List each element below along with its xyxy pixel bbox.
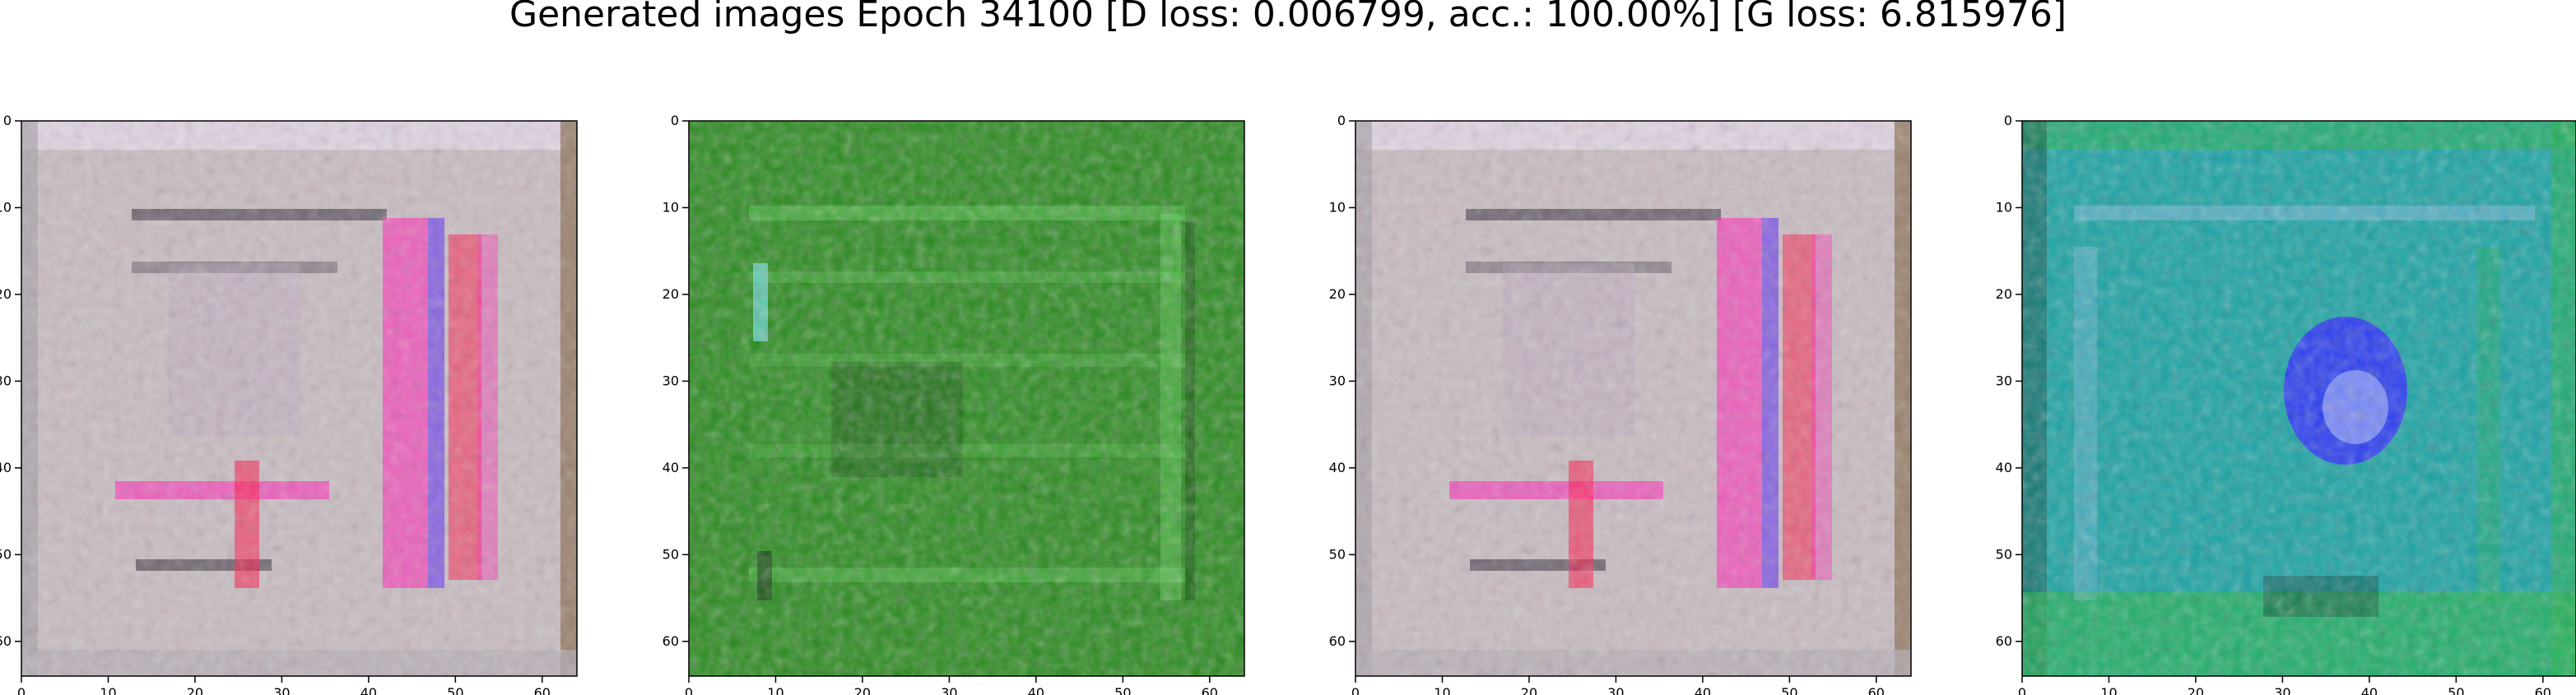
y-tick-label: 20: [0, 286, 12, 302]
y-tick-label: 0: [671, 113, 679, 128]
x-tick-label: 0: [17, 685, 26, 695]
y-tick-label: 50: [0, 546, 12, 562]
y-ticks: 0 10 20 30 40 50 60: [1329, 113, 1355, 649]
generated-image-panel-1: 0 10 20 30 40 50 60 0 10 20 30 40 50 60: [0, 113, 578, 695]
y-tick-label: 0: [3, 113, 12, 128]
x-tick-label: 0: [685, 685, 693, 695]
x-tick-label: 60: [1202, 685, 1218, 695]
x-tick-label: 40: [1028, 685, 1044, 695]
x-tick-label: 0: [1351, 685, 1360, 695]
x-tick-label: 10: [2100, 685, 2117, 695]
x-tick-label: 10: [767, 685, 783, 695]
y-tick-label: 40: [0, 460, 12, 475]
axes-frame: [21, 120, 578, 677]
x-ticks: 0 10 20 30 40 50 60: [17, 676, 551, 695]
x-tick-label: 50: [1114, 685, 1131, 695]
y-tick-label: 30: [1996, 373, 2012, 388]
y-tick-label: 60: [0, 633, 12, 649]
y-ticks: 0 10 20 30 40 50 60: [0, 113, 21, 649]
y-ticks: 0 10 20 30 40 50 60: [663, 113, 689, 649]
y-tick-label: 40: [663, 460, 679, 475]
y-ticks: 0 10 20 30 40 50 60: [1996, 113, 2022, 649]
y-tick-label: 10: [1329, 199, 1346, 215]
x-tick-label: 20: [1521, 685, 1537, 695]
y-tick-label: 30: [1329, 373, 1346, 388]
y-tick-label: 60: [663, 633, 679, 649]
generated-image-panel-3: 0 10 20 30 40 50 60 0 10 20 30 40 50 60: [1329, 113, 1912, 695]
x-tick-label: 30: [2274, 685, 2290, 695]
y-tick-label: 40: [1996, 460, 2012, 475]
axes-frame: [1355, 120, 1912, 677]
axes-frame: [688, 120, 1245, 677]
y-tick-label: 20: [663, 286, 679, 302]
x-ticks: 0 10 20 30 40 50 60: [685, 676, 1218, 695]
figure-title: Generated images Epoch 34100 [D loss: 0.…: [509, 0, 2067, 35]
y-tick-label: 50: [1329, 546, 1346, 562]
x-ticks: 0 10 20 30 40 50 60: [2018, 676, 2551, 695]
x-tick-label: 40: [2361, 685, 2378, 695]
x-ticks: 0 10 20 30 40 50 60: [1351, 676, 1885, 695]
x-tick-label: 40: [1695, 685, 1711, 695]
y-tick-label: 0: [1337, 113, 1346, 128]
y-tick-label: 10: [0, 199, 12, 215]
generated-image-panel-4: 0 10 20 30 40 50 60 0 10 20 30 40 50 60: [1996, 113, 2576, 695]
x-tick-label: 0: [2018, 685, 2026, 695]
y-tick-label: 50: [1996, 546, 2012, 562]
y-tick-label: 20: [1329, 286, 1346, 302]
x-tick-label: 50: [1781, 685, 1797, 695]
x-tick-label: 60: [2535, 685, 2551, 695]
x-tick-label: 30: [941, 685, 957, 695]
image-4: [2022, 121, 2576, 676]
y-tick-label: 40: [1329, 460, 1346, 475]
y-tick-label: 10: [663, 199, 679, 215]
x-tick-label: 60: [534, 685, 551, 695]
x-tick-label: 20: [2188, 685, 2204, 695]
image-1: [21, 121, 577, 676]
y-tick-label: 10: [1996, 199, 2012, 215]
y-tick-label: 60: [1996, 633, 2012, 649]
y-tick-label: 60: [1329, 633, 1346, 649]
x-tick-label: 50: [2448, 685, 2464, 695]
y-tick-label: 30: [0, 373, 12, 388]
x-tick-label: 30: [273, 685, 290, 695]
axes-frame: [2021, 120, 2576, 677]
x-tick-label: 40: [360, 685, 377, 695]
x-tick-label: 60: [1868, 685, 1885, 695]
y-tick-label: 50: [663, 546, 679, 562]
y-tick-label: 20: [1996, 286, 2012, 302]
image-3: [1355, 121, 1911, 676]
y-tick-label: 30: [663, 373, 679, 388]
generated-image-panel-2: 0 10 20 30 40 50 60 0 10 20 30 40 50 60: [663, 113, 1245, 695]
x-tick-label: 50: [447, 685, 463, 695]
x-tick-label: 10: [100, 685, 116, 695]
y-tick-label: 0: [2004, 113, 2012, 128]
x-tick-label: 10: [1434, 685, 1450, 695]
x-tick-label: 20: [854, 685, 871, 695]
x-tick-label: 20: [187, 685, 203, 695]
image-2: [689, 121, 1244, 676]
x-tick-label: 30: [1607, 685, 1624, 695]
